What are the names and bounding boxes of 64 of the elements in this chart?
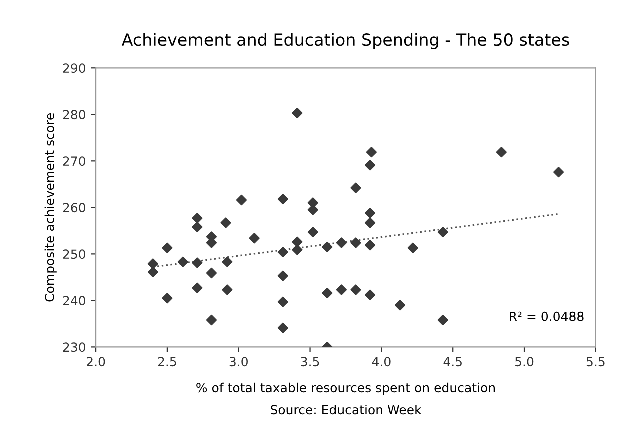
point [278, 270, 288, 282]
point [408, 242, 418, 254]
point [206, 314, 218, 326]
x-tick-label: 5.5 [586, 357, 605, 367]
point [278, 194, 288, 205]
x-axis-title: % of total taxable resources spent on education [196, 382, 496, 396]
x-tick-label: 2.5 [158, 357, 176, 367]
point [336, 238, 347, 248]
point [394, 300, 406, 311]
point [278, 247, 288, 258]
point [220, 218, 232, 228]
y-tick-label: 230 [63, 342, 86, 352]
x-tick-label: 4.0 [372, 357, 391, 367]
point [553, 167, 564, 178]
point [336, 284, 347, 296]
point [162, 242, 173, 254]
x-tick-label: 2.0 [87, 357, 106, 367]
point [366, 147, 377, 158]
point [438, 227, 448, 238]
point [222, 284, 233, 296]
point [496, 147, 507, 158]
point [162, 293, 173, 304]
x-tick-label: 3.0 [230, 357, 248, 367]
point [350, 182, 362, 194]
point [292, 108, 303, 119]
point [278, 322, 288, 334]
point [322, 242, 333, 253]
chart-title: Achievement and Education Spending - The 50 states [122, 33, 570, 50]
point [148, 258, 158, 270]
point [192, 282, 203, 294]
y-tick-label: 270 [63, 156, 86, 166]
y-tick-label: 240 [63, 296, 86, 306]
point [206, 268, 218, 279]
point [148, 267, 158, 278]
point [249, 233, 260, 244]
point [222, 256, 233, 268]
point [292, 244, 303, 256]
point [438, 314, 448, 326]
source-note: Source: Education Week [271, 404, 422, 415]
point [322, 288, 333, 299]
point [292, 236, 303, 248]
point [308, 227, 318, 238]
point [364, 240, 376, 251]
point [178, 256, 188, 268]
point [364, 218, 376, 228]
point [192, 258, 203, 268]
annotation: R² = 0.0488 [510, 312, 584, 322]
point [192, 222, 203, 233]
point [364, 208, 376, 219]
point [350, 238, 362, 248]
y-tick-label: 260 [63, 203, 86, 213]
x-tick-label: 3.5 [301, 357, 320, 367]
point [192, 213, 203, 224]
y-tick-label: 290 [63, 64, 86, 74]
point [278, 296, 288, 308]
point [364, 290, 376, 300]
y-tick-label: 250 [63, 250, 86, 260]
x-tick-label: 4.5 [444, 357, 462, 367]
y-tick-label: 280 [63, 110, 86, 120]
x-tick-label: 5.0 [516, 357, 534, 367]
point [236, 194, 248, 206]
y-axis-title: Composite achievement score [44, 114, 57, 302]
point [350, 284, 362, 296]
point [364, 160, 376, 171]
